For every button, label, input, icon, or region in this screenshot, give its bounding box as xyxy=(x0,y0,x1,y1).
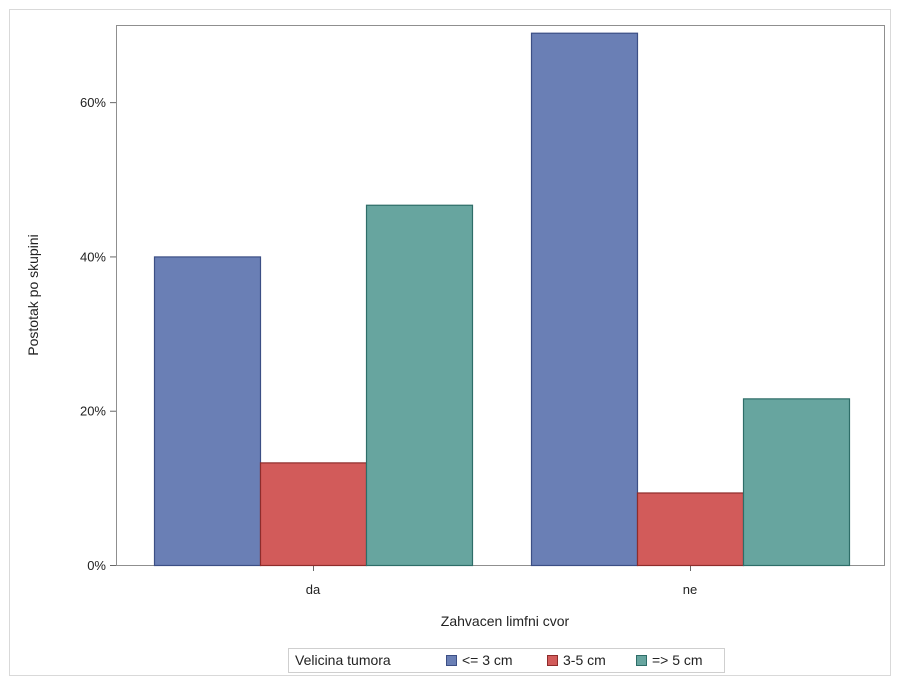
y-tick-label: 20% xyxy=(80,404,106,419)
bar xyxy=(365,204,474,567)
legend: Velicina tumora <= 3 cm 3-5 cm => 5 cm xyxy=(288,648,725,673)
bar xyxy=(530,32,639,567)
plot-layer: 0% 20% 40% 60% da ne xyxy=(80,25,885,597)
legend-entry: 3-5 cm xyxy=(563,652,606,668)
bar xyxy=(153,256,262,567)
x-tick-label: da xyxy=(306,582,321,597)
y-tick-label: 40% xyxy=(80,249,106,264)
plot-area-border xyxy=(116,25,885,566)
bar xyxy=(742,398,851,567)
outer-border xyxy=(9,9,891,676)
legend-box xyxy=(288,648,725,673)
x-tick-label: ne xyxy=(683,582,697,597)
legend-swatch xyxy=(636,655,647,666)
legend-entry: => 5 cm xyxy=(652,652,703,668)
y-tick-label: 0% xyxy=(87,558,106,573)
legend-title: Velicina tumora xyxy=(295,652,391,668)
y-axis-title: Postotak po skupini xyxy=(25,234,41,355)
x-axis-title: Zahvacen limfni cvor xyxy=(441,613,570,629)
legend-swatch xyxy=(446,655,457,666)
bar xyxy=(259,462,368,567)
y-tick-label: 60% xyxy=(80,95,106,110)
bars-layer xyxy=(153,32,851,567)
bar xyxy=(636,492,745,567)
legend-swatch xyxy=(547,655,558,666)
legend-entry: <= 3 cm xyxy=(462,652,513,668)
